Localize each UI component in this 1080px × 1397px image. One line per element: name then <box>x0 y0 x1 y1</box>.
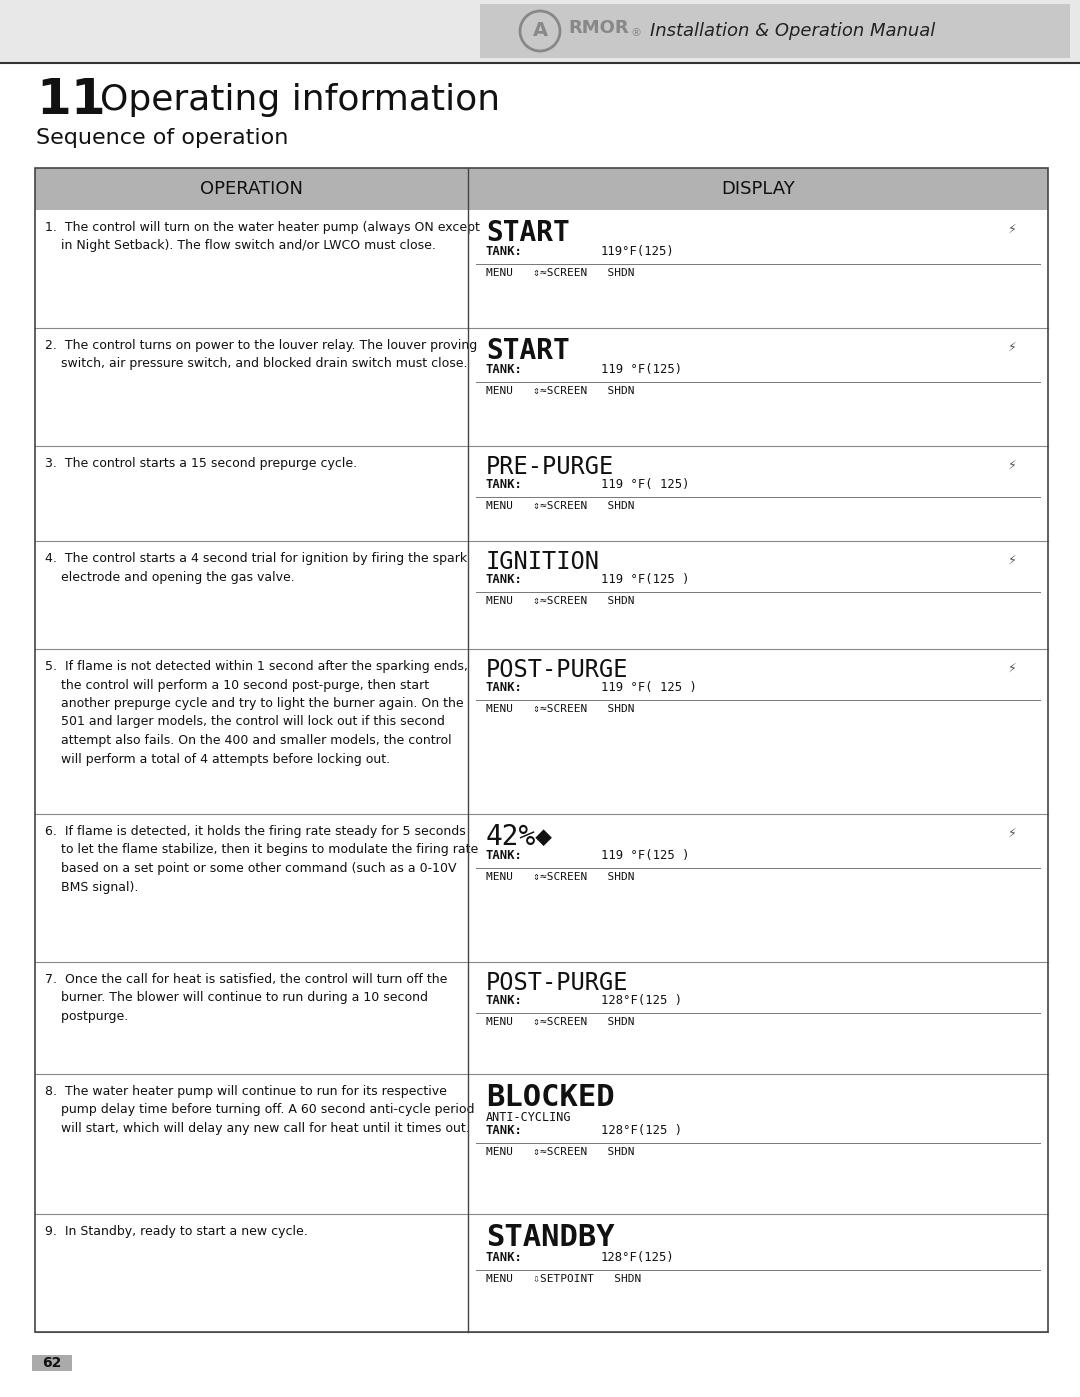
Text: TANK:: TANK: <box>486 363 523 376</box>
Text: 119 °F(125 ): 119 °F(125 ) <box>600 573 689 585</box>
Text: MENU   ⇕≈SCREEN   SHDN: MENU ⇕≈SCREEN SHDN <box>486 268 635 278</box>
Text: 119 °F( 125): 119 °F( 125) <box>600 478 689 490</box>
Text: 11: 11 <box>36 75 106 124</box>
Text: ANTI-CYCLING: ANTI-CYCLING <box>486 1111 571 1125</box>
Text: ⚡: ⚡ <box>1008 341 1016 353</box>
Text: DISPLAY: DISPLAY <box>721 180 795 198</box>
Bar <box>32 1355 72 1370</box>
Text: 119°F(125): 119°F(125) <box>600 244 675 258</box>
Text: 9.  In Standby, ready to start a new cycle.: 9. In Standby, ready to start a new cycl… <box>45 1225 308 1238</box>
Text: MENU   ⇩SETPOINT   SHDN: MENU ⇩SETPOINT SHDN <box>486 1274 642 1284</box>
Text: ®: ® <box>630 28 642 38</box>
Text: 128°F(125 ): 128°F(125 ) <box>600 1125 683 1137</box>
Bar <box>480 4 1070 59</box>
Text: 128°F(125): 128°F(125) <box>600 1250 675 1264</box>
Text: MENU   ⇕≈SCREEN   SHDN: MENU ⇕≈SCREEN SHDN <box>486 1017 635 1027</box>
Bar <box>0 0 1080 61</box>
Text: A: A <box>532 21 548 41</box>
Text: MENU   ⇕≈SCREEN   SHDN: MENU ⇕≈SCREEN SHDN <box>486 872 635 882</box>
Bar <box>35 168 1048 210</box>
Text: Operating information: Operating information <box>100 82 500 117</box>
Text: 128°F(125 ): 128°F(125 ) <box>600 995 683 1007</box>
Text: 42%◆: 42%◆ <box>486 823 553 851</box>
Text: 1.  The control will turn on the water heater pump (always ON except
    in Nigh: 1. The control will turn on the water he… <box>45 221 480 253</box>
Text: MENU   ⇕≈SCREEN   SHDN: MENU ⇕≈SCREEN SHDN <box>486 704 635 714</box>
Text: TANK:: TANK: <box>486 573 523 585</box>
Text: IGNITION: IGNITION <box>486 550 600 574</box>
Text: Installation & Operation Manual: Installation & Operation Manual <box>650 22 935 41</box>
Text: PRE-PURGE: PRE-PURGE <box>486 455 615 479</box>
Text: ⚡: ⚡ <box>1008 224 1016 236</box>
Text: STANDBY: STANDBY <box>486 1222 615 1252</box>
Text: 119 °F(125 ): 119 °F(125 ) <box>600 849 689 862</box>
Text: 119 °F( 125 ): 119 °F( 125 ) <box>600 680 697 694</box>
Text: TANK:: TANK: <box>486 244 523 258</box>
Text: 62: 62 <box>42 1356 62 1370</box>
Text: TANK:: TANK: <box>486 849 523 862</box>
Text: Sequence of operation: Sequence of operation <box>36 129 288 148</box>
Text: MENU   ⇕≈SCREEN   SHDN: MENU ⇕≈SCREEN SHDN <box>486 502 635 511</box>
Text: BLOCKED: BLOCKED <box>486 1083 615 1112</box>
Text: 2.  The control turns on power to the louver relay. The louver proving
    switc: 2. The control turns on power to the lou… <box>45 339 477 370</box>
Text: TANK:: TANK: <box>486 478 523 490</box>
Text: POST-PURGE: POST-PURGE <box>486 658 629 682</box>
Text: TANK:: TANK: <box>486 995 523 1007</box>
Text: POST-PURGE: POST-PURGE <box>486 971 629 995</box>
Text: ⚡: ⚡ <box>1008 662 1016 675</box>
Text: TANK:: TANK: <box>486 1125 523 1137</box>
Text: MENU   ⇕≈SCREEN   SHDN: MENU ⇕≈SCREEN SHDN <box>486 386 635 395</box>
Text: 6.  If flame is detected, it holds the firing rate steady for 5 seconds
    to l: 6. If flame is detected, it holds the fi… <box>45 826 478 894</box>
Text: ⚡: ⚡ <box>1008 555 1016 567</box>
Text: MENU   ⇕≈SCREEN   SHDN: MENU ⇕≈SCREEN SHDN <box>486 597 635 606</box>
Bar <box>35 168 1048 1331</box>
Text: 3.  The control starts a 15 second prepurge cycle.: 3. The control starts a 15 second prepur… <box>45 457 357 469</box>
Text: TANK:: TANK: <box>486 1250 523 1264</box>
Text: 7.  Once the call for heat is satisfied, the control will turn off the
    burne: 7. Once the call for heat is satisfied, … <box>45 972 447 1023</box>
Text: 4.  The control starts a 4 second trial for ignition by firing the spark
    ele: 4. The control starts a 4 second trial f… <box>45 552 468 584</box>
Text: 5.  If flame is not detected within 1 second after the sparking ends,
    the co: 5. If flame is not detected within 1 sec… <box>45 659 468 766</box>
Text: TANK:: TANK: <box>486 680 523 694</box>
Text: ⚡: ⚡ <box>1008 827 1016 840</box>
Text: OPERATION: OPERATION <box>200 180 303 198</box>
Text: RMOR: RMOR <box>568 20 629 36</box>
Bar <box>35 168 1048 1331</box>
Text: MENU   ⇕≈SCREEN   SHDN: MENU ⇕≈SCREEN SHDN <box>486 1147 635 1157</box>
Text: START: START <box>486 337 570 365</box>
Text: 119 °F(125): 119 °F(125) <box>600 363 683 376</box>
Text: START: START <box>486 219 570 247</box>
Text: ⚡: ⚡ <box>1008 460 1016 472</box>
Text: 8.  The water heater pump will continue to run for its respective
    pump delay: 8. The water heater pump will continue t… <box>45 1085 474 1134</box>
